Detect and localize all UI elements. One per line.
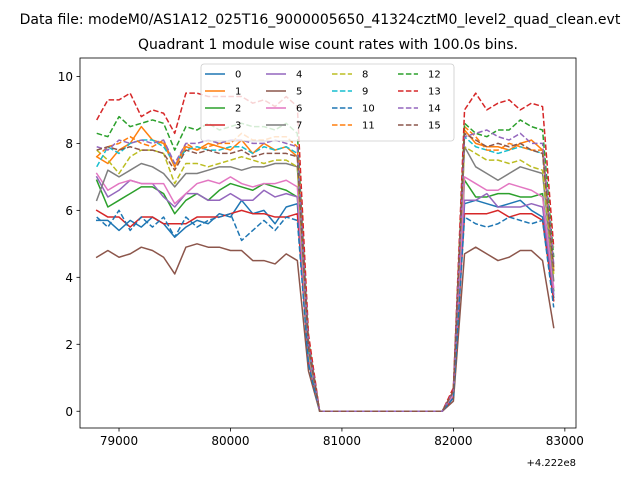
- y-axis: 0 2 4 6 8 10: [58, 70, 80, 419]
- series-line-8: [96, 145, 555, 413]
- legend-box: [200, 63, 455, 142]
- legend-label-9: 9: [362, 87, 368, 98]
- legend-label-2: 2: [235, 104, 241, 115]
- axes-frame: [79, 57, 577, 429]
- x-tick-label: 83000: [546, 434, 584, 448]
- legend-label-7: 7: [296, 121, 302, 132]
- y-tick-label: 4: [65, 271, 73, 285]
- y-tick-label: 8: [65, 137, 73, 151]
- legend-label-11: 11: [362, 121, 375, 132]
- legend-label-0: 0: [235, 70, 241, 81]
- legend-label-14: 14: [428, 104, 441, 115]
- y-tick-label: 2: [65, 338, 73, 352]
- series-line-11: [96, 125, 555, 413]
- x-offset-label: +4.222e8: [526, 458, 576, 469]
- x-tick-label: 79000: [100, 434, 138, 448]
- y-tick-label: 10: [58, 70, 73, 84]
- figure-suptitle: Data file: modeM0/AS1A12_025T16_90000056…: [20, 12, 621, 28]
- chart-title: Quadrant 1 module wise count rates with …: [138, 37, 518, 53]
- legend-label-5: 5: [296, 87, 302, 98]
- legend-label-6: 6: [296, 104, 302, 115]
- x-tick-label: 81000: [323, 434, 361, 448]
- series-line-15: [96, 132, 555, 413]
- legend-label-10: 10: [362, 104, 375, 115]
- legend-label-1: 1: [235, 87, 241, 98]
- legend-label-12: 12: [428, 70, 441, 81]
- x-axis: 79000 80000 81000 82000 83000: [100, 428, 584, 448]
- series-line-10: [96, 209, 555, 413]
- legend-label-3: 3: [235, 121, 241, 132]
- x-tick-label: 82000: [434, 434, 472, 448]
- legend-label-8: 8: [362, 70, 368, 81]
- legend-label-13: 13: [428, 87, 441, 98]
- y-tick-label: 6: [65, 204, 73, 218]
- y-tick-label: 0: [65, 405, 73, 419]
- x-tick-label: 80000: [211, 434, 249, 448]
- legend-label-4: 4: [296, 70, 302, 81]
- series-group: [95, 92, 555, 413]
- legend-label-15: 15: [428, 121, 441, 132]
